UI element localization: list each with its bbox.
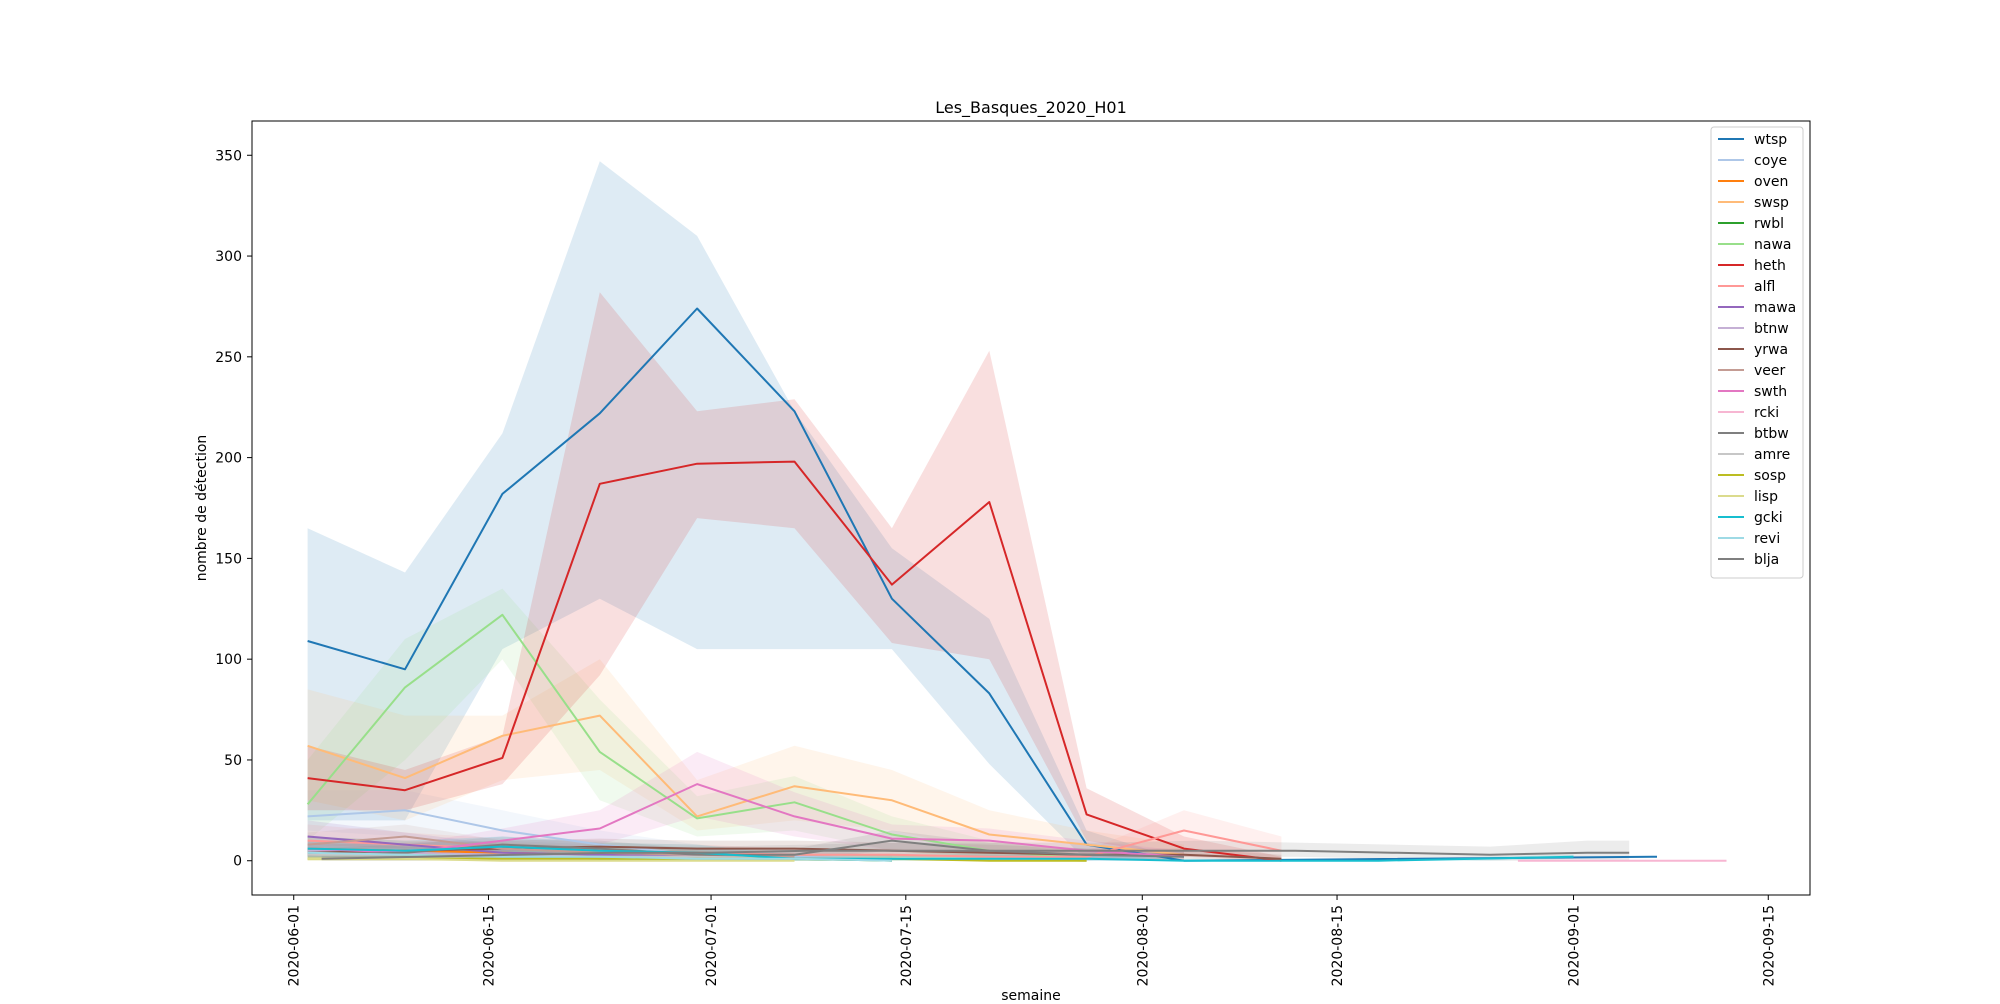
x-axis-label: semaine [1001, 988, 1061, 1000]
x-tick-label: 2020-08-01 [1135, 905, 1151, 986]
x-tick-label: 2020-06-15 [482, 905, 498, 986]
y-tick-label: 200 [215, 451, 242, 467]
y-tick-label: 300 [215, 249, 242, 265]
x-tick-label: 2020-09-15 [1761, 905, 1777, 986]
series-line-lisp [307, 857, 795, 862]
legend-label-btbw: btbw [1754, 426, 1789, 442]
y-tick-label: 100 [215, 652, 242, 668]
y-axis-label: nombre de détection [194, 435, 210, 582]
legend-label-amre: amre [1754, 447, 1790, 463]
legend-label-oven: oven [1754, 174, 1788, 190]
x-tick-label: 2020-08-15 [1330, 905, 1346, 986]
legend-box [1710, 126, 1804, 579]
y-tick-label: 50 [224, 753, 242, 769]
legend-label-swth: swth [1754, 384, 1787, 400]
legend-label-revi: revi [1754, 531, 1780, 547]
legend-label-btnw: btnw [1754, 321, 1789, 337]
series-line-heth [307, 460, 1282, 862]
legend-label-coye: coye [1754, 153, 1787, 169]
y-tick-label: 350 [215, 148, 242, 164]
legend-label-heth: heth [1754, 258, 1786, 274]
series-line-nawa [306, 613, 1087, 860]
plot-frame [251, 120, 1811, 896]
legend-label-sosp: sosp [1754, 468, 1786, 484]
series-line-gcki [307, 845, 1574, 862]
series-band-nawa [307, 588, 1087, 861]
y-tick-label: 150 [215, 551, 242, 567]
series-band-swsp [307, 659, 1185, 861]
y-axis: 0 50 100 150 200 250 300 350 [215, 148, 252, 870]
legend-label-rcki: rcki [1754, 405, 1779, 421]
x-tick-label: 2020-07-01 [704, 905, 720, 986]
series-line-swth [307, 783, 1185, 858]
x-tick-label: 2020-07-15 [899, 905, 915, 986]
legend-label-veer: veer [1754, 363, 1786, 379]
chart-title: Les_Basques_2020_H01 [935, 98, 1127, 118]
series-line-revi [307, 851, 892, 862]
legend-label-rwbl: rwbl [1754, 216, 1784, 232]
x-tick-label: 2020-06-01 [287, 905, 303, 986]
x-tick-label: 2020-09-01 [1567, 905, 1583, 986]
legend-label-wtsp: wtsp [1754, 132, 1787, 148]
x-axis: 2020-06-01 2020-06-15 2020-07-01 2020-07-15… [287, 895, 1777, 986]
legend-label-mawa: mawa [1754, 300, 1796, 316]
legend-label-nawa: nawa [1754, 237, 1791, 253]
series-line-blja [321, 849, 1630, 860]
legend-label-blja: blja [1754, 552, 1779, 568]
legend-label-gcki: gcki [1754, 510, 1783, 526]
legend-label-yrwa: yrwa [1754, 342, 1788, 358]
series-band-heth [307, 292, 1282, 861]
series-band-wtsp [307, 161, 1658, 861]
legend-label-swsp: swsp [1754, 195, 1789, 211]
legend-label-alfl: alfl [1754, 279, 1775, 295]
y-tick-label: 0 [233, 854, 242, 870]
series-lines [306, 307, 1727, 862]
y-tick-label: 250 [215, 350, 242, 366]
legend-label-lisp: lisp [1754, 489, 1778, 505]
legend: wtsp coye oven swsp rwbl nawa heth alfl mawa btnw… [1710, 126, 1804, 579]
